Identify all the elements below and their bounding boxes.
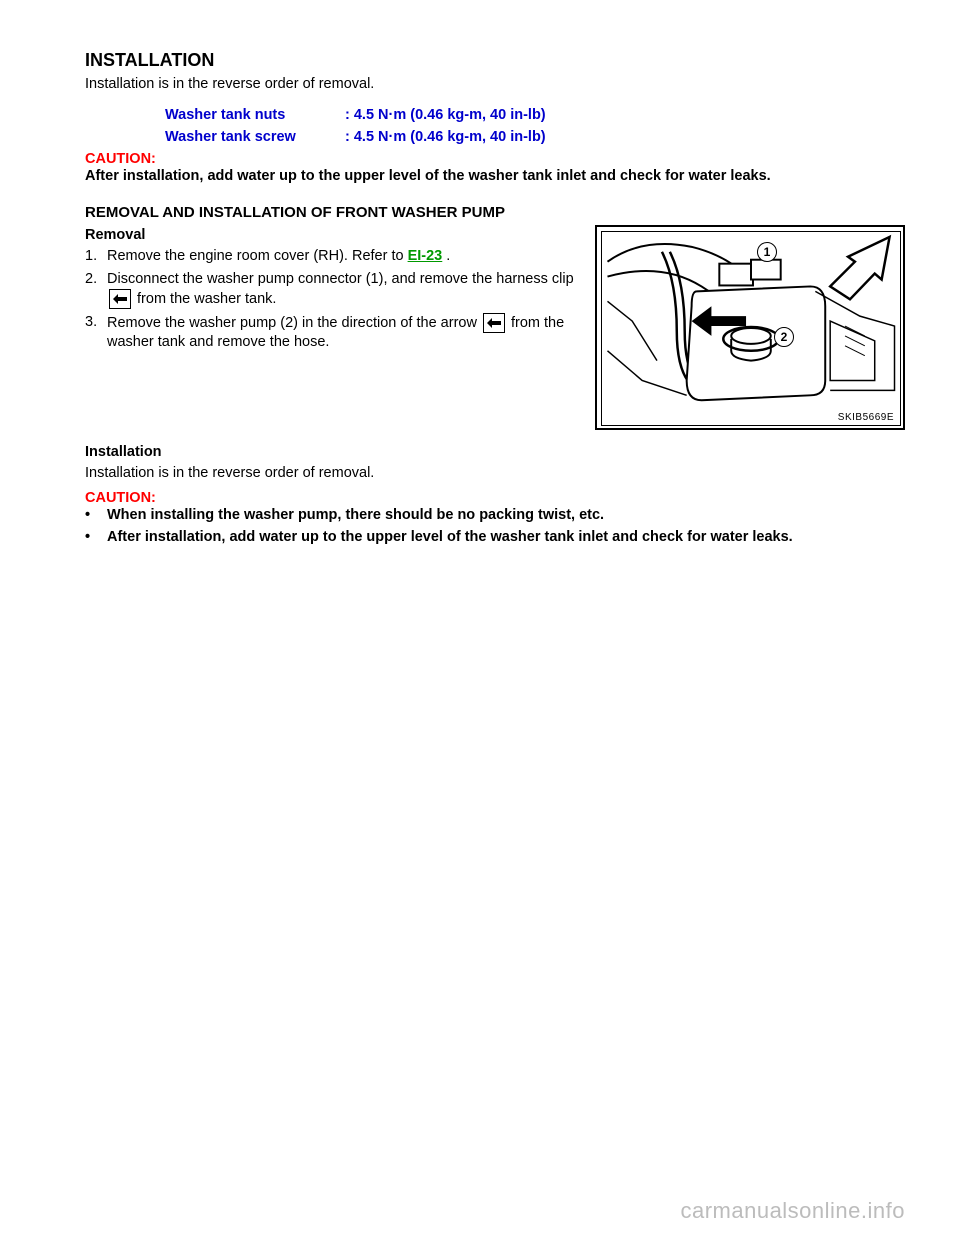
figure-inner: 1 2 SKIB5669E <box>601 231 901 426</box>
watermark-text: carmanualsonline.info <box>680 1198 905 1224</box>
spec-label: Washer tank screw <box>165 129 345 145</box>
spec-label: Washer tank nuts <box>165 107 345 123</box>
install-intro: Installation is in the reverse order of … <box>85 464 905 484</box>
washer-pump-figure: 1 2 SKIB5669E <box>595 225 905 430</box>
step-text: Remove the washer pump (2) in the direct… <box>107 313 575 353</box>
pump-section-header: REMOVAL AND INSTALLATION OF FRONT WASHER… <box>85 204 905 221</box>
removal-step-1: 1. Remove the engine room cover (RH). Re… <box>85 247 575 267</box>
removal-section-row: Removal 1. Remove the engine room cover … <box>85 225 905 430</box>
step-text-before: Remove the washer pump (2) in the direct… <box>107 314 481 330</box>
step-text: Remove the engine room cover (RH). Refer… <box>107 247 575 267</box>
callout-1: 1 <box>757 242 777 262</box>
bullet-text: After installation, add water up to the … <box>107 528 905 548</box>
step-text-before: Disconnect the washer pump connector (1)… <box>107 271 574 287</box>
spec-row-washer-nuts: Washer tank nuts : 4.5 N·m (0.46 kg-m, 4… <box>165 107 905 123</box>
step-number: 3. <box>85 313 107 353</box>
callout-2: 2 <box>774 327 794 347</box>
spec-value: : 4.5 N·m (0.46 kg-m, 40 in-lb) <box>345 107 546 123</box>
installation-intro: Installation is in the reverse order of … <box>85 75 905 95</box>
caution-label-2: CAUTION: <box>85 490 905 506</box>
install-header: Installation <box>85 444 905 460</box>
arrow-left-icon <box>483 313 505 333</box>
spec-row-washer-screw: Washer tank screw : 4.5 N·m (0.46 kg-m, … <box>165 129 905 145</box>
step-number: 1. <box>85 247 107 267</box>
figure-id-label: SKIB5669E <box>838 412 894 423</box>
crossref-link[interactable]: EI-23 <box>408 248 443 264</box>
caution-label: CAUTION: <box>85 151 905 167</box>
diagram-svg <box>602 232 900 425</box>
page-container: INSTALLATION Installation is in the reve… <box>0 0 960 1242</box>
step-number: 2. <box>85 270 107 310</box>
removal-header: Removal <box>85 227 575 243</box>
caution-text: After installation, add water up to the … <box>85 167 905 187</box>
removal-left-column: Removal 1. Remove the engine room cover … <box>85 225 575 355</box>
bullet-text: When installing the washer pump, there s… <box>107 506 905 526</box>
step-text-after: from the washer tank. <box>137 291 276 307</box>
spec-value: : 4.5 N·m (0.46 kg-m, 40 in-lb) <box>345 129 546 145</box>
step-text: Disconnect the washer pump connector (1)… <box>107 270 575 310</box>
removal-step-2: 2. Disconnect the washer pump connector … <box>85 270 575 310</box>
bullet-dot: • <box>85 506 107 526</box>
caution-bullet-2: • After installation, add water up to th… <box>85 528 905 548</box>
installation-header: INSTALLATION <box>85 50 905 71</box>
step-text-before: Remove the engine room cover (RH). Refer… <box>107 248 408 264</box>
bullet-dot: • <box>85 528 107 548</box>
arrow-left-icon <box>109 289 131 309</box>
caution-bullet-1: • When installing the washer pump, there… <box>85 506 905 526</box>
step-text-after: . <box>446 248 450 264</box>
removal-step-3: 3. Remove the washer pump (2) in the dir… <box>85 313 575 353</box>
